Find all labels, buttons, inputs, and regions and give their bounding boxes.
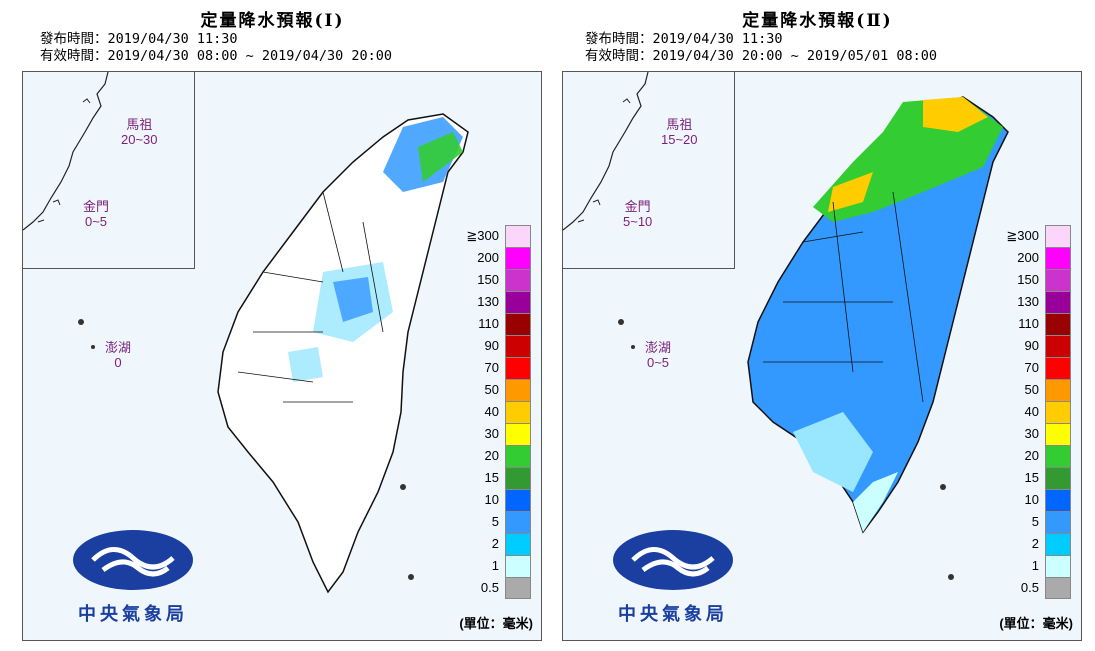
china-coast-outline xyxy=(562,71,649,231)
legend-swatch xyxy=(1045,247,1071,269)
legend-swatch xyxy=(505,533,531,555)
taiwan-map xyxy=(618,96,1009,580)
legend-swatch xyxy=(1045,555,1071,577)
legend-swatch xyxy=(1045,291,1071,313)
legend-swatch xyxy=(1045,533,1071,555)
rainfall-map: 馬祖 20~30 金門 0~5 澎湖 0 xyxy=(22,71,542,641)
legend-swatch xyxy=(505,379,531,401)
legend-swatch xyxy=(1045,401,1071,423)
panel-title: 定量降水預報(Ⅱ) xyxy=(742,11,893,31)
legend-labels: ≧300 200 150 130 110 90 70 50 40 30 20 1… xyxy=(466,228,499,595)
cwb-logo-text: 中央氣象局 xyxy=(78,604,188,625)
legend-swatch xyxy=(505,401,531,423)
penghu-label: 澎湖 0 xyxy=(105,340,132,370)
legend-swatch xyxy=(1045,467,1071,489)
legend-swatch xyxy=(505,577,531,599)
legend-swatch xyxy=(1045,423,1071,445)
unit-label: (單位：毫米) xyxy=(459,616,533,631)
legend-swatch xyxy=(1045,225,1071,247)
legend-swatch xyxy=(505,555,531,577)
legend-swatch xyxy=(505,511,531,533)
legend-swatch xyxy=(1045,379,1071,401)
kinmen-label: 金門 5~10 xyxy=(623,199,653,229)
rainfall-legend xyxy=(1045,225,1071,599)
legend-swatch xyxy=(1045,445,1071,467)
legend-swatch xyxy=(505,445,531,467)
cwb-logo-text: 中央氣象局 xyxy=(618,604,728,625)
offshore-inset: 馬祖 20~30 金門 0~5 xyxy=(22,71,195,269)
taiwan-outline xyxy=(217,113,469,594)
legend-swatch xyxy=(1045,335,1071,357)
matsu-label: 馬祖 20~30 xyxy=(121,117,158,147)
issue-time: 發布時間：2019/04/30 11:30 xyxy=(40,31,238,47)
china-coast-outline xyxy=(22,71,109,231)
unit-label: (單位：毫米) xyxy=(999,616,1073,631)
issue-time: 發布時間：2019/04/30 11:30 xyxy=(585,31,783,47)
qpf-panel-2: 定量降水預報(Ⅱ) 發布時間：2019/04/30 11:30 有效時間：201… xyxy=(545,0,1090,651)
legend-swatch xyxy=(1045,269,1071,291)
penghu-label: 澎湖 0~5 xyxy=(645,340,672,370)
legend-swatch xyxy=(505,291,531,313)
legend-swatch xyxy=(1045,357,1071,379)
cwb-logo-icon xyxy=(613,530,733,590)
panel-title: 定量降水預報(Ⅰ) xyxy=(200,11,345,31)
cwb-logo-icon xyxy=(73,530,193,590)
legend-swatch xyxy=(505,247,531,269)
kinmen-label: 金門 0~5 xyxy=(83,199,110,229)
qpf-panel-1: 定量降水預報(Ⅰ) 發布時間：2019/04/30 11:30 有效時間：201… xyxy=(0,0,545,651)
matsu-label: 馬祖 15~20 xyxy=(661,117,698,147)
offshore-inset: 馬祖 15~20 金門 5~10 xyxy=(562,71,735,269)
legend-swatch xyxy=(505,269,531,291)
legend-swatch xyxy=(1045,313,1071,335)
legend-swatch xyxy=(1045,577,1071,599)
legend-swatch xyxy=(505,225,531,247)
rainfall-map: 馬祖 15~20 金門 5~10 澎湖 0~5 xyxy=(562,71,1082,641)
valid-time: 有效時間：2019/04/30 20:00 ~ 2019/05/01 08:00 xyxy=(585,48,937,64)
legend-labels: ≧300 200 150 130 110 90 70 50 40 30 20 1… xyxy=(1006,228,1039,595)
valid-time: 有效時間：2019/04/30 08:00 ~ 2019/04/30 20:00 xyxy=(40,48,392,64)
legend-swatch xyxy=(1045,511,1071,533)
legend-swatch xyxy=(1045,489,1071,511)
legend-swatch xyxy=(505,489,531,511)
taiwan-map xyxy=(78,113,469,594)
legend-swatch xyxy=(505,313,531,335)
rainfall-legend xyxy=(505,225,531,599)
legend-swatch xyxy=(505,335,531,357)
legend-swatch xyxy=(505,423,531,445)
legend-swatch xyxy=(505,357,531,379)
legend-swatch xyxy=(505,467,531,489)
